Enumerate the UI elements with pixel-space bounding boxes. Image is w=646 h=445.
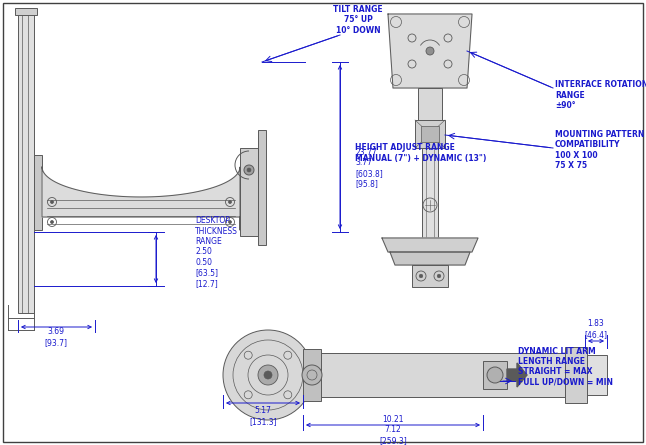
Text: 1.83
[46.4]: 1.83 [46.4] <box>585 320 607 339</box>
Text: TILT RANGE
75° UP
10° DOWN: TILT RANGE 75° UP 10° DOWN <box>333 5 383 35</box>
Circle shape <box>264 371 272 379</box>
Polygon shape <box>42 167 240 230</box>
Bar <box>258 130 266 245</box>
Bar <box>585 355 607 395</box>
Bar <box>15 8 37 15</box>
Polygon shape <box>507 363 527 387</box>
Bar <box>415 120 445 148</box>
Text: 3.69
[93.7]: 3.69 [93.7] <box>45 328 67 347</box>
Bar <box>240 148 258 236</box>
Text: LENGTH RANGE: LENGTH RANGE <box>518 357 585 367</box>
Polygon shape <box>382 238 478 252</box>
Circle shape <box>258 365 278 385</box>
Text: 5.17
[131.3]: 5.17 [131.3] <box>249 406 277 426</box>
Circle shape <box>50 201 54 203</box>
Circle shape <box>487 367 503 383</box>
Bar <box>303 349 321 401</box>
Polygon shape <box>388 14 472 88</box>
Bar <box>421 126 439 142</box>
Circle shape <box>426 47 434 55</box>
Text: STRAIGHT = MAX: STRAIGHT = MAX <box>518 368 592 376</box>
Circle shape <box>437 274 441 278</box>
Circle shape <box>229 221 231 223</box>
Text: 23.77
3.77
[603.8]
[95.8]: 23.77 3.77 [603.8] [95.8] <box>355 148 382 188</box>
Text: FULL UP/DOWN = MIN: FULL UP/DOWN = MIN <box>518 377 613 387</box>
Circle shape <box>247 168 251 172</box>
Bar <box>18 8 34 313</box>
Bar <box>308 353 565 397</box>
Text: HEIGHT ADJUST RANGE: HEIGHT ADJUST RANGE <box>355 143 455 153</box>
Bar <box>422 148 438 238</box>
Text: 10.21
7.12
[259.3]
[180.9]: 10.21 7.12 [259.3] [180.9] <box>379 415 407 445</box>
Text: MANUAL (7") + DYNAMIC (13"): MANUAL (7") + DYNAMIC (13") <box>355 154 486 162</box>
Circle shape <box>302 365 322 385</box>
Text: INTERFACE ROTATION
RANGE
±90°: INTERFACE ROTATION RANGE ±90° <box>555 80 646 110</box>
Circle shape <box>244 165 254 175</box>
Circle shape <box>223 330 313 420</box>
Bar <box>418 88 442 120</box>
Bar <box>412 265 448 287</box>
Bar <box>34 155 42 230</box>
Text: DESKTOP
THICKNESS
RANGE
2.50
0.50
[63.5]
[12.7]: DESKTOP THICKNESS RANGE 2.50 0.50 [63.5]… <box>195 216 238 288</box>
Polygon shape <box>390 252 470 265</box>
Circle shape <box>419 274 422 278</box>
Text: MOUNTING PATTERN
COMPATIBILITY
100 X 100
75 X 75: MOUNTING PATTERN COMPATIBILITY 100 X 100… <box>555 130 644 170</box>
Bar <box>565 347 587 403</box>
Text: DYNAMIC LIT ARM: DYNAMIC LIT ARM <box>518 348 596 356</box>
Circle shape <box>229 201 231 203</box>
Bar <box>483 361 507 389</box>
Circle shape <box>50 221 54 223</box>
